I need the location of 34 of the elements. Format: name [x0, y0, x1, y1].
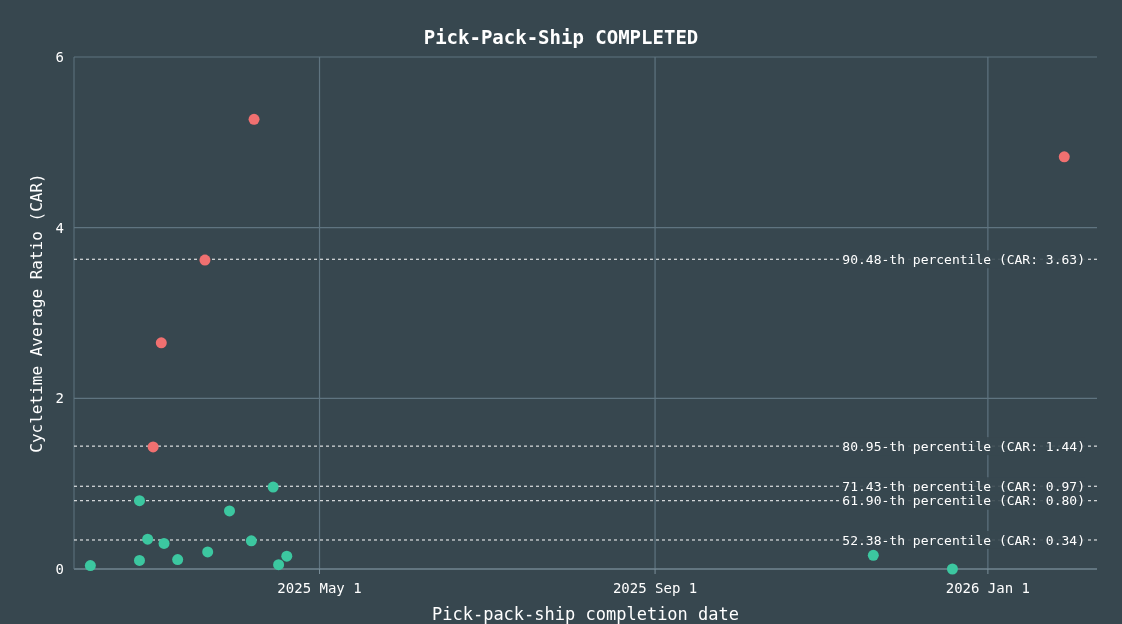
point: [281, 550, 293, 562]
ref-line-label: 71.43-th percentile (CAR: 0.97): [842, 478, 1085, 494]
ref-line-label: 52.38-th percentile (CAR: 0.34): [842, 532, 1085, 548]
point: [245, 535, 257, 547]
point: [267, 481, 279, 493]
y-tick-label: 2: [55, 390, 64, 407]
y-tick-label: 0: [55, 560, 64, 577]
chart-title: Pick-Pack-Ship COMPLETED: [423, 26, 699, 48]
x-tick-label: 2025 Sep 1: [612, 580, 698, 596]
point: [224, 505, 235, 517]
x-tick-label: 2026 Jan 1: [945, 580, 1031, 596]
y-tick-label: 6: [55, 48, 64, 65]
y-tick-label: 4: [55, 219, 64, 236]
point: [1058, 151, 1070, 163]
point: [946, 563, 958, 575]
point: [133, 495, 145, 507]
point: [867, 549, 879, 561]
x-tick-label: 2025 May 1: [277, 580, 362, 596]
ref-line-label: 61.90-th percentile (CAR: 0.80): [842, 493, 1085, 509]
point: [273, 559, 285, 571]
ref-line-label: 90.48-th percentile (CAR: 3.63): [842, 251, 1085, 267]
point: [248, 113, 260, 125]
point: [84, 560, 96, 572]
point: [133, 554, 145, 566]
point: [158, 537, 170, 549]
point: [147, 441, 159, 453]
point: [202, 546, 214, 558]
ref-line-label: 80.95-th percentile (CAR: 1.44): [842, 438, 1085, 454]
point: [199, 254, 211, 266]
x-axis-title: Pick-pack-ship completion date: [431, 604, 740, 624]
point: [142, 533, 154, 545]
point: [172, 554, 184, 566]
point: [155, 337, 167, 349]
y-axis-title: Cycletime Average Ratio (CAR): [27, 173, 46, 453]
